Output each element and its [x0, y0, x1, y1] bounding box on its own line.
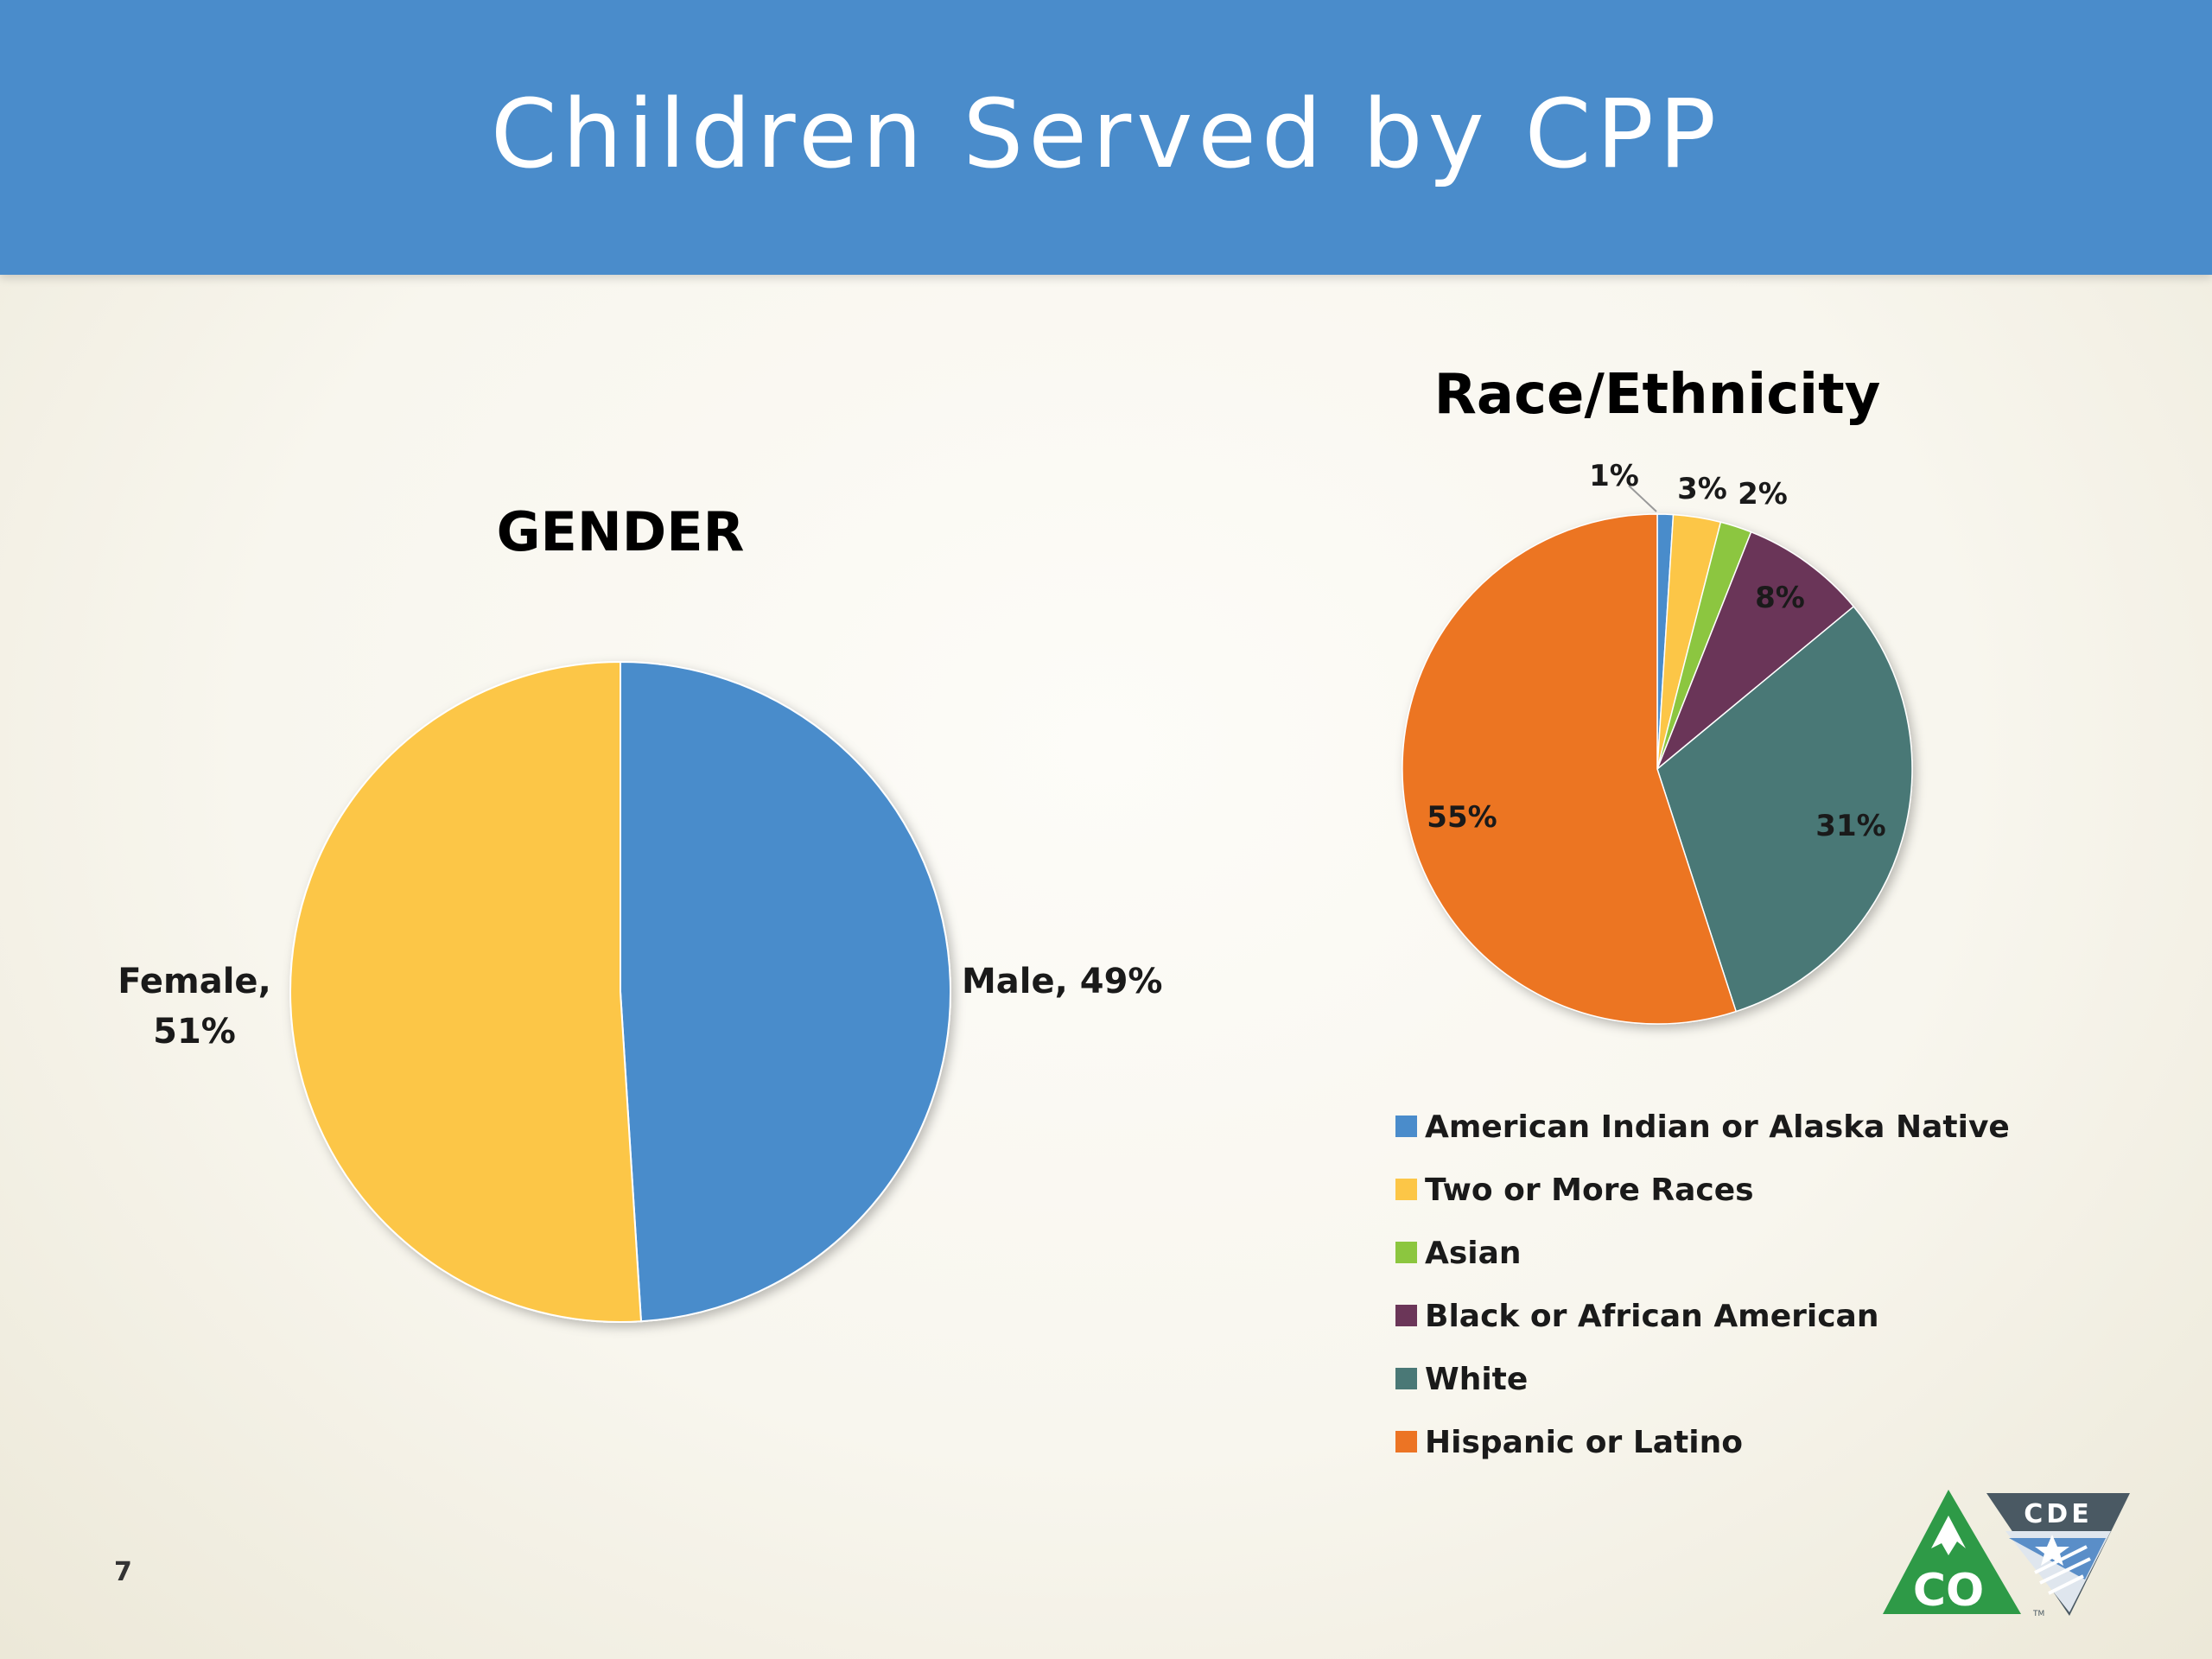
race-legend: American Indian or Alaska Native Two or M… — [1395, 1109, 2010, 1460]
legend-item-white: White — [1395, 1362, 1528, 1397]
race-pie — [1402, 513, 1913, 1025]
data-label-american-indian-or-alaska-native: 1% — [1589, 459, 1639, 493]
legend-item-asian: Asian — [1395, 1236, 1522, 1271]
pie-slice-white — [1656, 605, 1913, 1013]
legend-label: White — [1425, 1362, 1528, 1397]
legend-swatch — [1395, 1368, 1417, 1389]
leader-line — [1628, 485, 1657, 512]
data-label-two-or-more-races: 3% — [1677, 472, 1727, 506]
legend-swatch — [1395, 1242, 1417, 1263]
race-data-labels: 1% 3% 2% 8% 31% 55% — [1427, 459, 1885, 843]
legend-label: Black or African American — [1425, 1299, 1878, 1334]
legend-swatch — [1395, 1179, 1417, 1200]
co-logo-text: CO — [1913, 1565, 1984, 1617]
gender-pie — [289, 660, 952, 1323]
male-slice-label: Male, 49% — [962, 962, 1163, 1001]
legend-label: Asian — [1425, 1236, 1522, 1271]
legend-item-hispanic-or-latino: Hispanic or Latino — [1395, 1425, 1743, 1460]
legend-label: American Indian or Alaska Native — [1425, 1109, 2010, 1145]
legend-item-black-or-african-american: Black or African American — [1395, 1299, 1878, 1334]
pie-slice-hispanic-or-latino — [1402, 513, 1738, 1025]
co-triangle-icon — [1883, 1490, 2021, 1614]
legend-label: Hispanic or Latino — [1425, 1425, 1743, 1460]
trademark-text: TM — [2032, 1610, 2044, 1618]
legend-swatch — [1395, 1116, 1417, 1137]
cde-logo-text: CDE — [2024, 1499, 2092, 1529]
legend-item-american-indian-or-alaska-native: American Indian or Alaska Native — [1395, 1109, 2010, 1145]
co-cde-logo-graphic: CO CDE TM — [1883, 1490, 2130, 1618]
mountain-icon — [1931, 1516, 1966, 1555]
data-label-asian: 2% — [1738, 477, 1788, 512]
gender-chart-title: GENDER — [497, 500, 745, 563]
slide-header: Children Served by CPP — [0, 0, 2212, 275]
legend-swatch — [1395, 1305, 1417, 1326]
data-label-black-or-african-american: 8% — [1755, 581, 1805, 615]
legend-label: Two or More Races — [1425, 1173, 1754, 1208]
legend-item-two-or-more-races: Two or More Races — [1395, 1173, 1754, 1208]
race-chart-title: Race/Ethnicity — [1434, 363, 1881, 427]
pie-slice-black-or-african-american — [1656, 531, 1855, 770]
data-label-white: 31% — [1815, 809, 1885, 843]
legend-swatch — [1395, 1431, 1417, 1452]
female-slice-label: Female, — [118, 962, 271, 1001]
pie-slice-male — [620, 660, 952, 1323]
page-number: 7 — [114, 1557, 132, 1587]
pie-slice-female — [289, 660, 643, 1323]
data-label-hispanic-or-latino: 55% — [1427, 800, 1497, 835]
slide-title: Children Served by CPP — [490, 79, 1722, 189]
female-slice-label-percent: 51% — [153, 1012, 236, 1052]
cde-logo: CO CDE TM — [1879, 1486, 2139, 1628]
